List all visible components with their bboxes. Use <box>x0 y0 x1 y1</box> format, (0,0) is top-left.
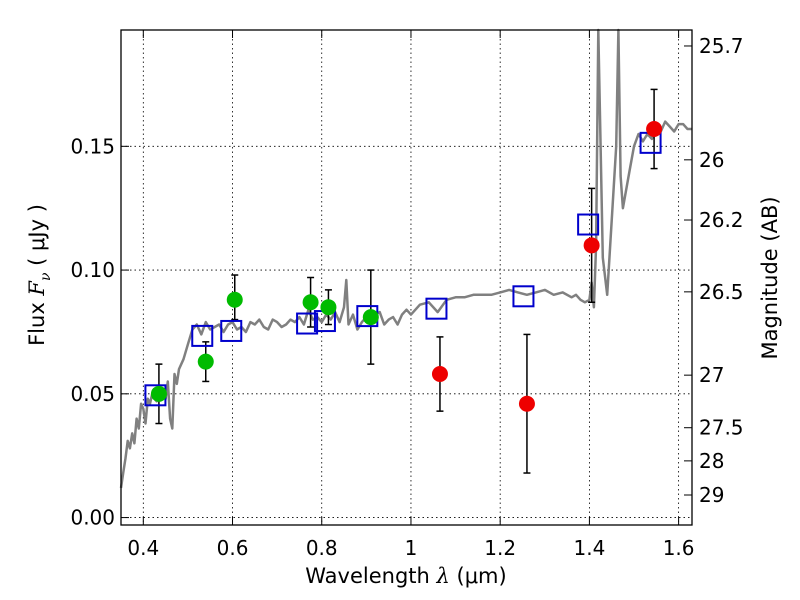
x-tick-label: 1.4 <box>573 536 605 560</box>
model-spectrum-line <box>119 28 692 489</box>
red-data-point <box>646 121 663 137</box>
y-tick-label: 0.05 <box>70 382 115 406</box>
green-data-point <box>226 291 243 308</box>
plot-frame <box>120 29 693 526</box>
y2-tick-label: 26 <box>699 148 724 172</box>
data-markers <box>144 121 663 412</box>
green-data-point <box>197 353 214 370</box>
red-data-point <box>431 366 448 383</box>
model-photometry-square <box>191 324 214 347</box>
y2-tick-label: 27.5 <box>699 416 744 440</box>
y2-axis-label: Magnitude (AB) <box>758 196 782 359</box>
y-tick-label: 0.00 <box>70 506 115 530</box>
green-data-point <box>362 309 379 326</box>
red-data-point <box>583 237 600 254</box>
x-tick-label: 1.2 <box>484 536 516 560</box>
x-tick-label: 1.6 <box>663 536 695 560</box>
y-tick-label: 0.10 <box>70 258 115 282</box>
red-data-point <box>518 395 535 412</box>
model-photometry-square <box>425 297 448 320</box>
green-data-point <box>150 385 167 402</box>
x-axis-label: Wavelength λ (μm) <box>305 564 506 588</box>
model-photometry-square <box>296 312 319 335</box>
y2-tick-label: 27 <box>699 363 724 387</box>
model-photometry-square <box>220 319 243 342</box>
y-tick-label: 0.15 <box>70 134 115 158</box>
y2-tick-label: 28 <box>699 449 724 473</box>
y2-tick-label: 26.2 <box>699 208 744 232</box>
y2-tick-label: 29 <box>699 483 724 507</box>
grid <box>121 30 692 525</box>
model-photometry-square <box>512 285 535 308</box>
error-bars <box>155 88 658 474</box>
x-tick-label: 0.6 <box>217 536 249 560</box>
green-data-point <box>302 294 319 311</box>
axis-ticks: 0.4 0.6 0.8 1 1.2 1.4 1.6 0.00 0.05 0.10 0.15 25.7 2… <box>70 30 744 560</box>
y2-tick-label: 26.5 <box>699 280 744 304</box>
y2-tick-label: 25.7 <box>699 34 744 58</box>
y-axis-label: Flux Fν ( μJy ) <box>25 204 54 346</box>
x-tick-label: 0.8 <box>306 536 338 560</box>
model-photometry-square <box>577 213 600 236</box>
green-data-point <box>320 299 337 316</box>
x-tick-label: 0.4 <box>127 536 159 560</box>
model-spectrum <box>119 28 692 489</box>
x-tick-label: 1 <box>405 536 418 560</box>
